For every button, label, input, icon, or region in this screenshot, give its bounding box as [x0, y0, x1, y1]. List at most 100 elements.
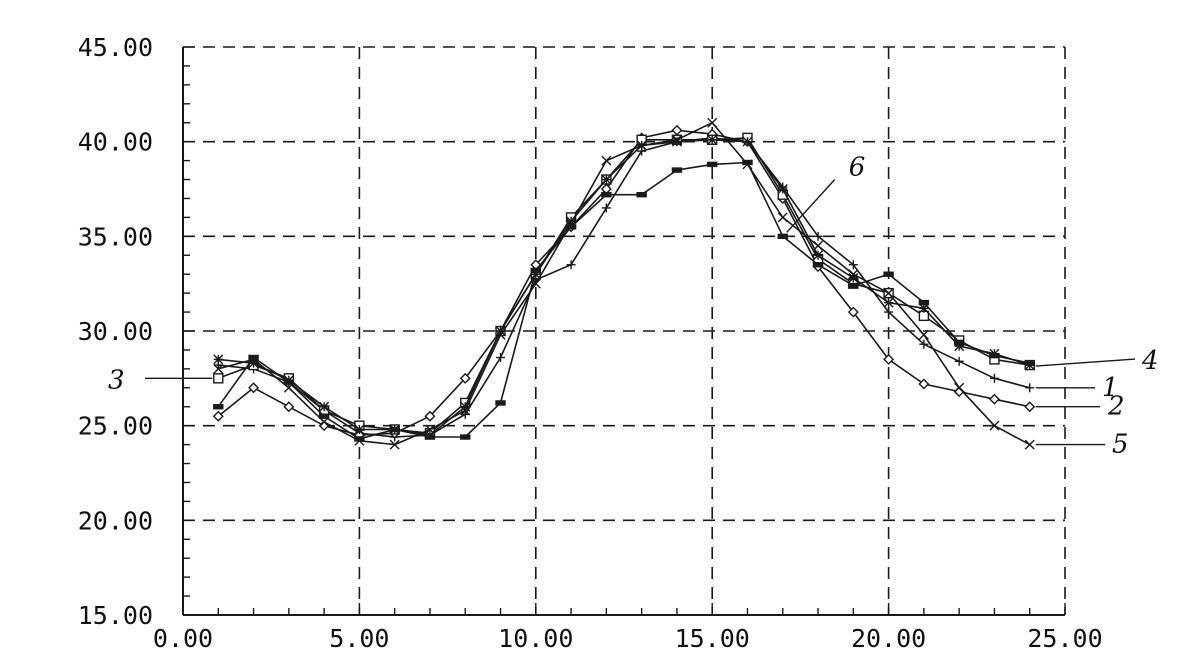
data-point: [883, 353, 895, 365]
data-point: [318, 413, 330, 419]
data-point: [989, 373, 999, 383]
data-point: [813, 250, 824, 261]
series-label-text: 4: [1141, 346, 1159, 376]
marker-stroke: [848, 269, 859, 280]
marker-stroke: [495, 326, 506, 336]
data-point: [530, 267, 541, 274]
marker-shape: [636, 191, 647, 198]
marker-shape: [495, 400, 506, 406]
data-point: [565, 224, 577, 230]
marker-shape: [424, 410, 436, 422]
series-label-text: 6: [849, 153, 866, 183]
data-point: [847, 306, 859, 318]
marker-shape: [883, 353, 895, 365]
series-label-3: 3: [108, 365, 213, 395]
series-2: [212, 124, 1036, 441]
marker-stroke: [883, 288, 894, 299]
data-point: [248, 382, 260, 394]
marker-shape: [530, 267, 541, 274]
marker-stroke: [1024, 439, 1035, 450]
data-point: [742, 136, 753, 147]
data-point: [812, 262, 824, 268]
marker-shape: [918, 378, 930, 390]
marker-shape: [812, 262, 824, 268]
marker-shape: [777, 233, 788, 240]
marker-shape: [283, 379, 295, 385]
data-point: [671, 134, 682, 145]
marker-shape: [742, 159, 753, 166]
data-point: [671, 124, 683, 136]
data-point: [707, 117, 718, 128]
x-tick-label: 5.00: [329, 624, 389, 651]
x-tick-label: 25.00: [1027, 624, 1102, 651]
data-point: [389, 439, 400, 450]
marker-shape: [459, 372, 471, 384]
data-point: [1024, 439, 1035, 450]
grid: [183, 46, 1066, 615]
data-point: [424, 410, 436, 422]
marker-shape: [213, 373, 224, 384]
marker-shape: [883, 271, 894, 277]
marker-shape: [989, 352, 1000, 359]
data-point: [918, 378, 930, 390]
data-point: [213, 404, 224, 410]
series-label-5: 5: [1035, 430, 1129, 460]
marker-stroke: [495, 329, 506, 340]
series-label-2: 2: [1035, 392, 1125, 422]
series-5: [213, 117, 1035, 450]
series-label-1: 1: [1035, 373, 1119, 403]
marker-stroke: [319, 401, 330, 412]
marker-stroke: [389, 439, 400, 450]
data-point: [883, 288, 894, 299]
leader-line: [786, 179, 836, 233]
data-point: [848, 260, 858, 270]
marker-stroke: [601, 155, 612, 166]
marker-shape: [424, 434, 436, 440]
data-point: [777, 184, 788, 194]
data-point: [636, 140, 647, 151]
marker-shape: [1024, 360, 1035, 366]
marker-shape: [460, 434, 471, 440]
marker-stroke: [354, 424, 365, 435]
marker-shape: [671, 167, 683, 173]
data-point: [813, 240, 824, 251]
series-line-5: [218, 121, 1031, 446]
data-point: [213, 373, 224, 384]
series-1: [213, 133, 1035, 442]
data-point: [213, 354, 224, 365]
series-line-2: [217, 129, 1030, 436]
marker-stroke: [707, 134, 718, 145]
data-point: [884, 307, 894, 317]
series-label-text: 1: [1102, 373, 1119, 403]
y-tick-label: 20.00: [78, 506, 153, 535]
series-line-1: [218, 137, 1030, 438]
data-point: [601, 203, 611, 213]
data-point: [424, 434, 436, 440]
data-point: [283, 379, 295, 385]
marker-stroke: [954, 382, 965, 393]
data-point: [354, 436, 365, 442]
data-point: [671, 167, 683, 173]
data-point: [883, 271, 894, 277]
marker-stroke: [460, 405, 471, 416]
data-point: [707, 161, 718, 168]
marker-shape: [707, 161, 718, 168]
series-line-3: [218, 137, 1030, 435]
data-point: [636, 191, 647, 198]
marker-stroke: [813, 240, 824, 251]
marker-stroke: [601, 174, 612, 185]
marker-stroke: [742, 136, 753, 147]
data-point: [495, 400, 506, 406]
y-tick-label: 30.00: [78, 317, 153, 346]
marker-shape: [248, 382, 260, 394]
data-point: [777, 212, 788, 223]
data-point: [354, 424, 365, 435]
data-point: [918, 329, 929, 340]
series-line-6: [217, 161, 1030, 440]
series-6: [213, 159, 1035, 442]
series-label-text: 3: [108, 365, 125, 395]
marker-stroke: [530, 278, 541, 289]
x-tick-label: 0.00: [153, 624, 213, 651]
series-labels: 412 5 3 6: [108, 153, 1159, 460]
marker-shape: [988, 393, 1000, 405]
